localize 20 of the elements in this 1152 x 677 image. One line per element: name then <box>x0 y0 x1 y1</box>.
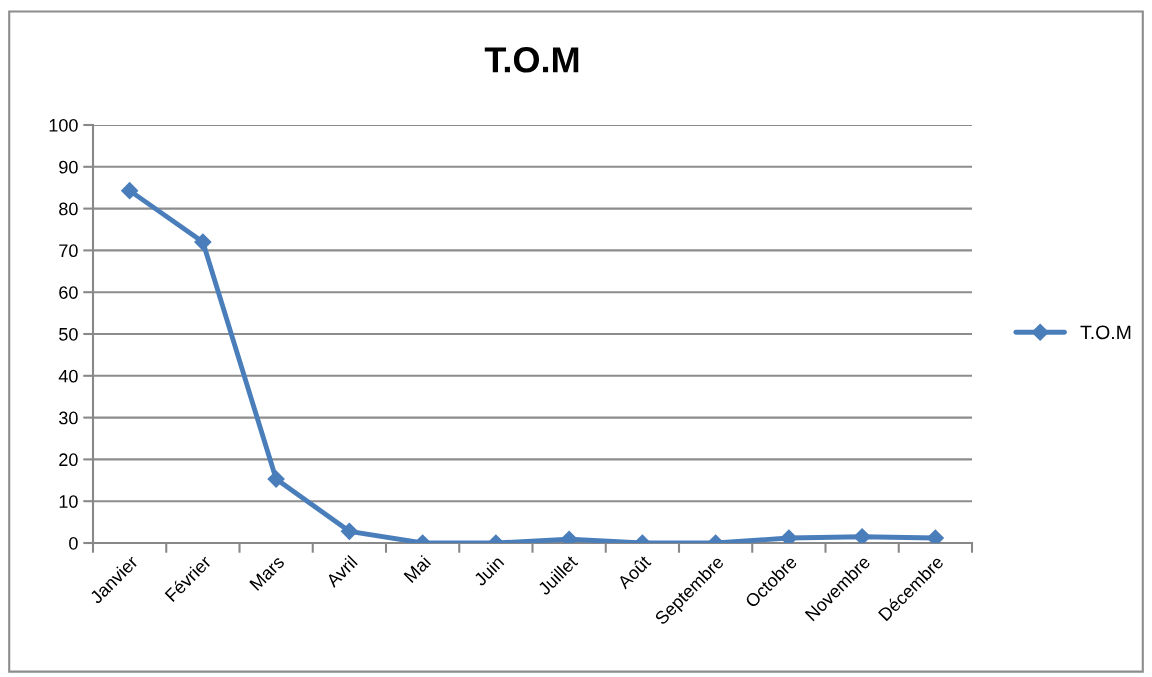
y-tick-label: 0 <box>69 536 78 550</box>
point <box>926 529 944 543</box>
y-tick-label: 20 <box>59 453 78 467</box>
y-tick-label: 90 <box>59 160 78 174</box>
point <box>853 528 871 543</box>
y-tick-label: 40 <box>58 369 78 383</box>
y-tick-label: 50 <box>59 327 78 341</box>
y-tick-label: 80 <box>59 202 78 216</box>
x-tick-label: Juin <box>472 554 505 587</box>
point <box>194 233 212 251</box>
y-tick-label: 70 <box>59 244 78 258</box>
y-tick-label: 10 <box>59 495 78 508</box>
point <box>121 182 139 200</box>
legend-label: T.O.M <box>1080 325 1131 340</box>
y-tick-label: 100 <box>49 118 78 132</box>
y-tick-label: 60 <box>59 286 78 299</box>
point <box>780 529 798 543</box>
x-tick-label: Mai <box>403 554 432 584</box>
chart-title: T.O.M <box>484 47 579 73</box>
y-tick-label: 30 <box>59 411 78 425</box>
